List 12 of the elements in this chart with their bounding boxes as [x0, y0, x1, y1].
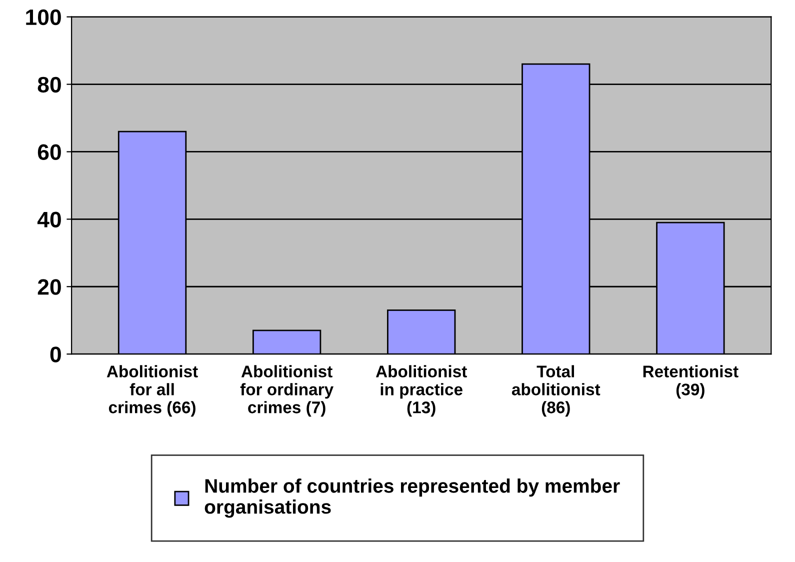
y-tick-label: 20	[38, 279, 61, 295]
y-tick-label: 60	[38, 144, 61, 160]
y-tick-label: 100	[26, 9, 61, 26]
x-tick-label: Abolitionist in practice (13)	[376, 365, 467, 417]
x-tick-label: Total abolitionist (86)	[512, 365, 600, 417]
y-tick-label: 0	[50, 346, 61, 362]
x-tick-label: Retentionist (39)	[643, 365, 738, 399]
y-tick-label: 40	[37, 212, 61, 228]
legend-label: Number of countries represented by member organisations	[204, 478, 620, 518]
x-tick-label: Abolitionist for all crimes (66)	[106, 365, 198, 417]
x-tick-label: Abolitionist for ordinary crimes (7)	[240, 365, 334, 417]
y-tick-label: 80	[38, 76, 61, 93]
